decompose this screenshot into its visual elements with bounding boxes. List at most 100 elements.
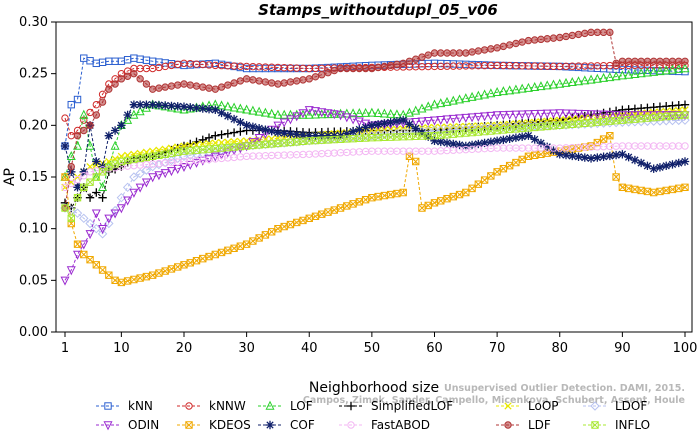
- data-point: [612, 173, 620, 181]
- data-point: [192, 146, 201, 154]
- y-tick-label: 0.15: [19, 170, 48, 185]
- data-point: [461, 93, 471, 103]
- data-point: [236, 77, 245, 85]
- data-point: [606, 28, 614, 37]
- data-point: [130, 275, 138, 284]
- data-point: [480, 176, 489, 184]
- data-point: [599, 135, 608, 143]
- data-point: [436, 115, 446, 125]
- data-point: [662, 161, 671, 171]
- data-point: [148, 85, 157, 93]
- data-point: [198, 104, 207, 113]
- data-point: [618, 150, 627, 159]
- data-point: [105, 85, 113, 93]
- data-point: [417, 117, 427, 127]
- data-point: [136, 154, 144, 163]
- data-point: [605, 110, 615, 120]
- data-point: [223, 148, 233, 158]
- data-point: [549, 146, 558, 155]
- legend-label: SimplifiedLOF: [371, 399, 453, 413]
- data-point: [110, 140, 120, 150]
- data-point: [655, 66, 665, 76]
- data-point: [511, 84, 521, 94]
- data-point: [154, 100, 164, 110]
- data-point: [311, 73, 320, 81]
- data-point: [254, 106, 264, 116]
- data-point: [255, 234, 263, 242]
- data-point: [467, 140, 477, 150]
- data-point: [280, 79, 288, 87]
- data-point: [449, 130, 457, 138]
- data-point: [72, 208, 83, 218]
- data-point: [656, 187, 664, 196]
- data-point: [317, 109, 327, 119]
- data-point: [361, 119, 371, 129]
- data-point: [285, 109, 295, 119]
- data-point: [236, 142, 245, 151]
- data-point: [85, 230, 95, 240]
- data-point: [411, 124, 420, 133]
- data-point: [530, 123, 539, 132]
- data-point: [348, 127, 358, 136]
- data-point: [142, 80, 151, 88]
- legend-label: LOF: [290, 399, 313, 413]
- data-point: [311, 212, 320, 220]
- data-point: [342, 108, 352, 118]
- data-point: [186, 146, 194, 155]
- data-point: [117, 121, 126, 130]
- data-point: [142, 153, 151, 162]
- data-point: [79, 167, 88, 177]
- data-point: [499, 135, 508, 144]
- data-point: [523, 110, 533, 120]
- data-point: [536, 109, 546, 119]
- data-point: [637, 114, 645, 123]
- data-point: [192, 82, 201, 90]
- data-point: [223, 111, 233, 121]
- data-point: [92, 157, 101, 166]
- data-point: [624, 69, 634, 79]
- data-point: [386, 118, 395, 127]
- data-point: [86, 163, 94, 171]
- data-point: [511, 133, 521, 142]
- x-tick-label: 50: [364, 341, 381, 356]
- data-point: [261, 231, 270, 239]
- data-point: [374, 126, 382, 134]
- data-point: [586, 74, 596, 84]
- data-point: [129, 109, 139, 119]
- x-tick-label: 20: [176, 341, 193, 356]
- data-point: [155, 151, 163, 159]
- data-point: [304, 109, 314, 119]
- data-point: [110, 126, 120, 135]
- data-point: [92, 111, 101, 119]
- data-point: [523, 82, 533, 92]
- legend-item-inflo: INFLO: [583, 418, 650, 432]
- data-point: [286, 78, 295, 86]
- data-point: [73, 173, 82, 181]
- data-point: [73, 175, 82, 184]
- x-tick-label: 60: [426, 341, 443, 356]
- data-point: [568, 151, 577, 161]
- data-point: [530, 151, 539, 159]
- data-point: [411, 105, 421, 115]
- data-point: [273, 121, 283, 131]
- data-point: [273, 109, 283, 119]
- data-point: [274, 80, 282, 88]
- data-point: [324, 208, 332, 216]
- data-point: [486, 111, 496, 121]
- data-point: [386, 108, 396, 118]
- data-point: [568, 31, 576, 40]
- data-point: [323, 131, 333, 140]
- data-point: [205, 252, 213, 261]
- data-point: [211, 85, 220, 93]
- data-point: [336, 204, 345, 212]
- data-point: [455, 140, 464, 150]
- data-point: [537, 35, 545, 44]
- data-point: [123, 114, 133, 124]
- data-point: [330, 206, 338, 214]
- data-point: [80, 126, 88, 135]
- data-point: [618, 57, 627, 65]
- data-point: [524, 124, 533, 132]
- data-point: [680, 63, 690, 73]
- data-point: [86, 108, 94, 117]
- data-point: [310, 109, 321, 119]
